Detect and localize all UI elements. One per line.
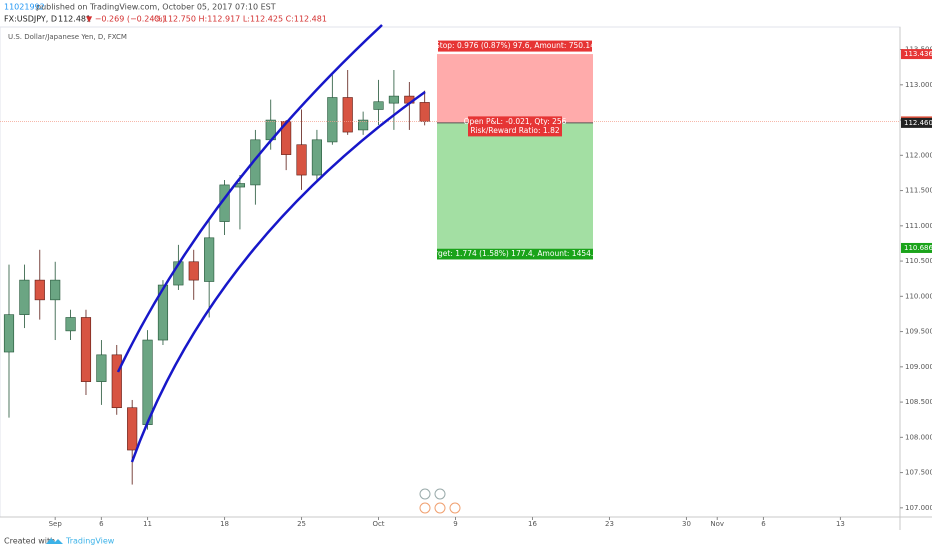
- event-icon[interactable]: [449, 502, 461, 514]
- x-tick-label: 9: [453, 520, 457, 528]
- event-icon[interactable]: [434, 488, 446, 500]
- candle-body: [188, 261, 199, 281]
- footer-brand[interactable]: TradingView: [65, 537, 115, 546]
- candle-body: [3, 314, 15, 353]
- x-tick-label: 25: [297, 520, 306, 528]
- target-label: Target: 1.774 (1.58%) 177.4, Amount: 145…: [426, 249, 603, 258]
- x-tick-label: 18: [220, 520, 229, 528]
- x-tick-label: Oct: [372, 520, 384, 528]
- channel-upper: [116, 24, 383, 373]
- pl-label-box: [468, 116, 562, 128]
- y-tick-label: 110.500: [905, 257, 932, 265]
- x-tick-label: Nov: [710, 520, 724, 528]
- symbol: FX:USDJPY, D: [4, 15, 57, 24]
- event-icon[interactable]: [434, 502, 446, 514]
- rr-label-box: [468, 125, 562, 137]
- target-label-box: [437, 248, 593, 260]
- x-tick-label: 6: [99, 520, 104, 528]
- y-tick-label: 113.000: [905, 81, 932, 89]
- change: ▼ −0.269 (−0.24%): [86, 15, 165, 24]
- x-tick-label: Sep: [49, 520, 63, 528]
- last: 112.481: [58, 15, 91, 24]
- candle-body: [388, 95, 399, 104]
- candle-body: [327, 97, 338, 143]
- y-tick-label: 111.000: [905, 222, 932, 230]
- candle-body: [419, 102, 430, 122]
- candle-body: [34, 279, 45, 301]
- stop-label: Stop: 0.976 (0.87%) 97.6, Amount: 750.14: [435, 41, 595, 50]
- x-tick-label: 11: [143, 520, 152, 528]
- y-tick-label: 107.000: [905, 504, 932, 512]
- candle-body: [50, 279, 61, 301]
- x-tick-label: 23: [605, 520, 614, 528]
- price-tag: [901, 117, 932, 128]
- price-tag: [901, 49, 932, 60]
- price-tag: [901, 242, 932, 253]
- y-tick-label: 107.500: [905, 469, 932, 477]
- target-zone: [437, 122, 593, 248]
- candle-body: [19, 279, 30, 315]
- candle-body: [111, 354, 122, 409]
- candle-body: [373, 101, 384, 110]
- rr-label: Risk/Reward Ratio: 1.82: [470, 126, 559, 135]
- plot: [0, 70, 900, 485]
- published: published on TradingView.com, October 05…: [36, 3, 276, 12]
- y-tick-label: 109.500: [905, 328, 932, 336]
- x-tick-label: 13: [836, 520, 845, 528]
- y-tick-label: 109.000: [905, 363, 932, 371]
- event-icon[interactable]: [419, 502, 431, 514]
- price-tag-label: 113.436: [904, 50, 932, 58]
- candle-body: [96, 354, 107, 382]
- event-icons: [419, 488, 461, 514]
- pl-label: Open P&L: -0.021, Qty: 256: [464, 117, 567, 126]
- y-tick-label: 108.500: [905, 398, 932, 406]
- stop-zone: [437, 54, 593, 123]
- y-tick-label: 111.500: [905, 187, 932, 195]
- y-tick-label: 110.000: [905, 292, 932, 300]
- price-tag-label: 110.686: [904, 244, 932, 252]
- footer-created: Created with: [4, 537, 55, 546]
- candle-body: [157, 284, 169, 341]
- price-tag-label: 112.460: [904, 119, 932, 127]
- candle-body: [358, 119, 369, 131]
- series-title: U.S. Dollar/Japanese Yen, D, FXCM: [8, 33, 127, 41]
- candle-body: [250, 139, 261, 186]
- channel-lower: [130, 90, 426, 463]
- candle-body: [127, 407, 138, 451]
- candle-body: [80, 317, 92, 382]
- candle-body: [296, 144, 307, 176]
- stop-label-box: [438, 40, 592, 52]
- candle-body: [65, 317, 76, 332]
- candle-body: [204, 237, 215, 282]
- candle-body: [311, 139, 323, 176]
- logo-icon: [46, 538, 63, 544]
- x-tick-label: 16: [528, 520, 537, 528]
- ohlc: O:112.750 H:112.917 L:112.425 C:112.481: [154, 15, 327, 24]
- footer-bar: [0, 531, 932, 550]
- y-tick-label: 108.000: [905, 433, 932, 441]
- candle-body: [342, 97, 353, 133]
- x-tick-label: 6: [761, 520, 766, 528]
- author[interactable]: 11021992: [4, 3, 45, 12]
- x-tick-label: 30: [682, 520, 691, 528]
- event-icon[interactable]: [419, 488, 431, 500]
- y-tick-label: 112.000: [905, 151, 932, 159]
